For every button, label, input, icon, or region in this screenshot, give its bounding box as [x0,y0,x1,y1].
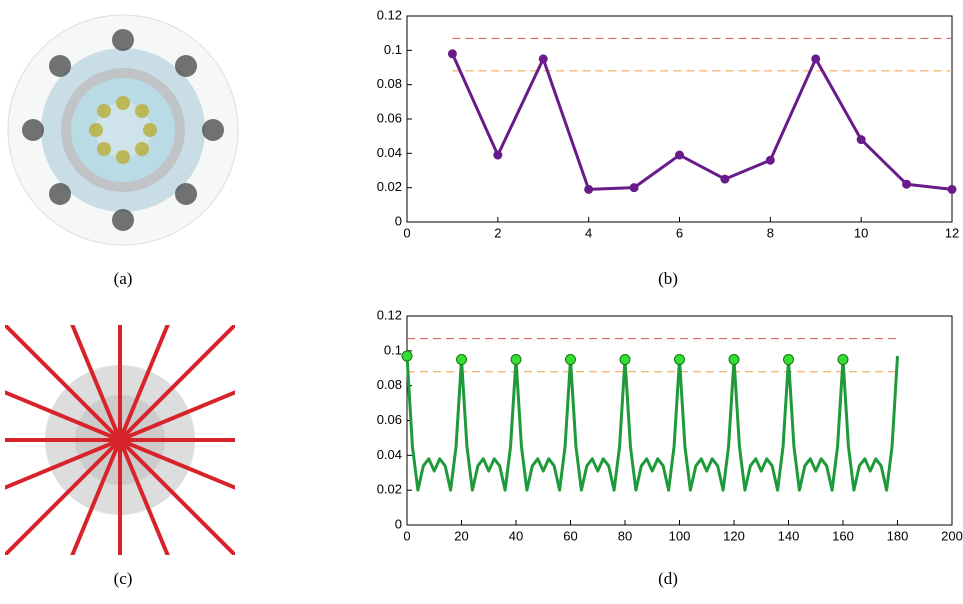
x-tick-label: 6 [676,225,683,240]
data-point [619,354,631,366]
x-tick-label: 8 [767,225,774,240]
y-tick-label: 0.06 [377,110,402,125]
x-tick-label: 0 [403,225,410,240]
ray [118,439,170,555]
data-point [538,54,548,64]
x-tick-label: 20 [454,528,468,543]
x-tick-label: 140 [778,528,800,543]
x-tick-label: 120 [723,528,745,543]
ray [5,390,121,442]
data-point [456,354,467,366]
caption: (a) [114,269,133,288]
data-point [401,350,413,362]
x-tick-label: 2 [494,225,501,240]
data-point [720,174,730,184]
data-point [510,354,522,366]
data-point [811,54,821,64]
y-tick-label: 0.04 [377,447,402,462]
y-tick-label: 0.1 [384,342,402,357]
ray [119,438,235,490]
y-tick-label: 0 [395,516,402,531]
x-tick-label: 0 [403,528,410,543]
y-tick-label: 0.12 [377,7,402,22]
x-tick-label: 10 [854,225,868,240]
ray [119,390,235,442]
data-point [947,184,957,194]
x-tick-label: 100 [669,528,691,543]
ray [70,439,122,555]
plot-area [406,315,953,526]
x-tick-label: 180 [887,528,909,543]
ray [118,325,170,441]
y-tick-label: 0.04 [377,145,402,160]
data-point [629,183,639,193]
data-point [765,155,775,165]
y-tick-label: 0.08 [377,76,402,91]
ray [5,438,122,555]
data-point [837,354,849,366]
data-point [783,354,794,366]
caption: (d) [658,569,678,588]
y-tick-label: 0.08 [377,377,402,392]
ray [70,325,122,441]
x-tick-label: 200 [941,528,963,543]
data-point [856,135,866,145]
data-point [493,150,503,160]
data-point [728,354,740,366]
data-line [405,355,899,492]
data-point [565,354,576,366]
y-tick-label: 0.12 [377,307,402,322]
image-c [5,325,235,555]
caption: (c) [114,569,133,588]
y-tick-label: 0.02 [377,482,402,497]
caption: (b) [658,269,678,288]
y-tick-label: 0.02 [377,179,402,194]
ray [5,438,121,490]
ray [118,325,235,442]
x-tick-label: 40 [509,528,523,543]
y-tick-label: 0.06 [377,412,402,427]
x-tick-label: 80 [618,528,632,543]
data-point [447,49,457,59]
x-tick-label: 12 [945,225,959,240]
data-point [675,150,684,160]
data-point [584,184,594,194]
image-a [7,14,239,246]
ray [5,325,122,442]
plot-area [406,15,953,223]
y-tick-label: 0.1 [384,42,402,57]
x-tick-label: 160 [832,528,854,543]
x-tick-label: 4 [585,225,592,240]
data-point [902,179,912,189]
data-line [451,53,953,191]
ray [118,438,235,555]
y-tick-label: 0 [395,213,402,228]
x-tick-label: 60 [563,528,577,543]
data-point [674,354,685,366]
